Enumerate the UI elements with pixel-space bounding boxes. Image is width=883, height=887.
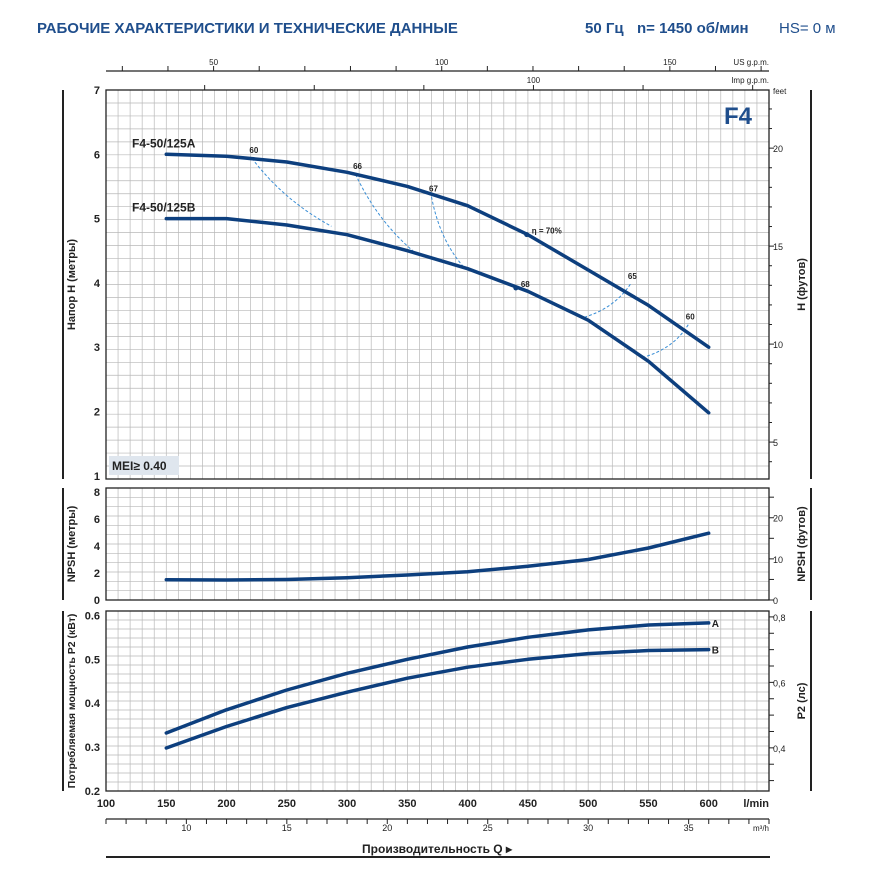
head-right-tick-label: 5 — [773, 438, 778, 448]
head-ylabel-right: H (футов) — [796, 258, 808, 311]
model-badge: F4 — [724, 103, 753, 130]
npsh-ytick-label: 8 — [94, 487, 100, 499]
power-ylabel: Потребляемая мощность P2 (кВт) — [66, 614, 78, 789]
head-feet-unit: feet — [773, 87, 787, 96]
npsh-ylabel: NPSH (метры) — [66, 505, 78, 582]
power-right-tick-label: 0,6 — [773, 678, 786, 688]
efficiency-isoline — [355, 174, 417, 254]
npsh-ytick-label: 2 — [94, 568, 100, 580]
head-ytick-label: 4 — [94, 278, 101, 290]
head-right-tick-label: 10 — [773, 340, 783, 350]
power-curve-B — [164, 647, 711, 750]
mei-badge-bg — [109, 456, 179, 475]
efficiency-marker — [524, 232, 530, 238]
power-plot-frame — [105, 610, 770, 792]
x-tick-label-lmin: 300 — [338, 798, 356, 810]
x-tick-label-lmin: 400 — [458, 798, 476, 810]
usgpm-tick-label: 50 — [209, 58, 218, 67]
x-tick-label-m3h: 30 — [583, 823, 593, 833]
efficiency-isoline — [251, 157, 332, 227]
speed-label: n= 1450 об/мин — [637, 20, 749, 37]
npsh-right-tick-label: 0 — [773, 596, 778, 606]
efficiency-isoline — [430, 196, 465, 268]
npsh-curve-NPSH — [164, 531, 711, 582]
x-tick-label-m3h: 10 — [181, 823, 191, 833]
series-label: B — [712, 646, 719, 657]
head-curve-F4-50/125A — [164, 152, 711, 349]
power-ytick-label: 0.2 — [85, 786, 100, 798]
mei-badge: MEI≥ 0.40 — [112, 459, 167, 473]
head-curve-F4-50/125B — [164, 216, 711, 415]
power-ytick-label: 0.5 — [85, 654, 100, 666]
usgpm-unit: US g.p.m. — [733, 58, 769, 67]
x-unit-m3h: m³/h — [753, 824, 769, 833]
series-label: A — [712, 619, 719, 630]
efficiency-label: 60 — [249, 146, 258, 155]
power-curve-A — [164, 621, 711, 735]
x-tick-label-lmin: 500 — [579, 798, 597, 810]
npsh-ytick-label: 6 — [94, 514, 100, 526]
power-right-tick-label: 0,4 — [773, 744, 786, 754]
efficiency-marker — [513, 285, 519, 291]
efficiency-marker-label: η = 70% — [532, 227, 562, 236]
head-right-tick-label: 20 — [773, 144, 783, 154]
npsh-plot-frame — [105, 487, 770, 601]
x-tick-label-lmin: 250 — [278, 798, 296, 810]
power-ytick-label: 0.3 — [85, 742, 100, 754]
usgpm-tick-label: 150 — [663, 58, 677, 67]
efficiency-isoline — [580, 283, 631, 319]
x-tick-label-lmin: 600 — [700, 798, 718, 810]
npsh-right-tick-label: 10 — [773, 555, 783, 565]
x-tick-label-m3h: 25 — [483, 823, 493, 833]
x-tick-label-m3h: 20 — [382, 823, 392, 833]
efficiency-marker-label: 68 — [521, 280, 530, 289]
x-tick-label-lmin: 200 — [217, 798, 235, 810]
npsh-ytick-label: 4 — [94, 541, 101, 553]
hs-label: HS= 0 м — [779, 20, 836, 37]
x-unit-lmin: l/min — [743, 798, 769, 810]
power-ytick-label: 0.4 — [85, 698, 101, 710]
x-tick-label-m3h: 15 — [282, 823, 292, 833]
npsh-ylabel-right: NPSH (футов) — [796, 506, 808, 582]
x-tick-label-lmin: 350 — [398, 798, 416, 810]
power-right-tick-label: 0,8 — [773, 613, 786, 623]
series-label: F4-50/125B — [132, 201, 196, 215]
power-ytick-label: 0.6 — [85, 610, 100, 622]
x-tick-label-lmin: 450 — [519, 798, 537, 810]
head-ytick-label: 7 — [94, 85, 100, 97]
head-ytick-label: 2 — [94, 406, 100, 418]
head-ytick-label: 5 — [94, 214, 100, 226]
head-right-tick-label: 15 — [773, 242, 783, 252]
efficiency-label: 65 — [628, 272, 637, 281]
x-tick-label-lmin: 150 — [157, 798, 175, 810]
power-ylabel-right: P2 (лс) — [796, 682, 808, 719]
head-ytick-label: 3 — [94, 342, 100, 354]
impgpm-unit: Imp g.p.m. — [731, 76, 769, 85]
head-ytick-label: 1 — [94, 471, 100, 483]
head-plot-frame — [105, 89, 770, 480]
npsh-right-tick-label: 20 — [773, 514, 783, 524]
npsh-ytick-label: 0 — [94, 595, 100, 607]
x-tick-label-lmin: 550 — [639, 798, 657, 810]
page-title: РАБОЧИЕ ХАРАКТЕРИСТИКИ И ТЕХНИЧЕСКИЕ ДАН… — [37, 20, 458, 37]
x-tick-label-lmin: 100 — [97, 798, 115, 810]
efficiency-label: 60 — [686, 313, 695, 322]
x-axis-title: Производительность Q ▸ — [362, 842, 513, 856]
efficiency-label: 66 — [353, 162, 362, 171]
series-label: F4-50/125A — [132, 136, 196, 150]
head-ytick-label: 6 — [94, 149, 100, 161]
frequency-label: 50 Гц — [585, 20, 624, 37]
x-tick-label-m3h: 35 — [684, 823, 694, 833]
usgpm-tick-label: 100 — [435, 58, 449, 67]
head-ylabel: Напор H (метры) — [66, 239, 78, 330]
efficiency-isoline — [642, 324, 689, 358]
efficiency-label: 67 — [429, 185, 438, 194]
impgpm-tick-label: 100 — [527, 76, 541, 85]
